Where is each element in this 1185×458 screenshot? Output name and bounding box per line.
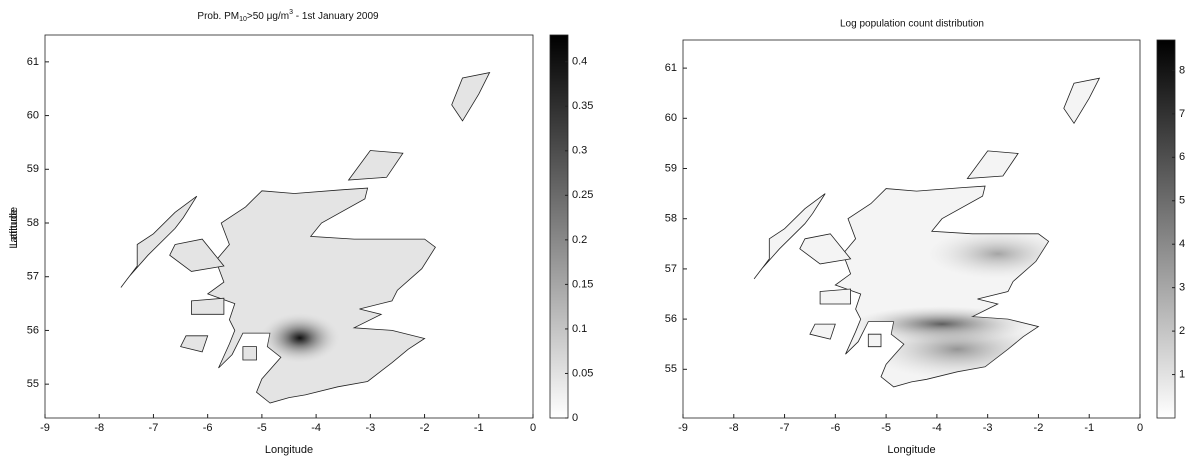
land (347, 150, 404, 181)
x-tick-label: -1 (474, 422, 484, 434)
title-part: Prob. PM (197, 11, 239, 22)
y-tick-label: 58 (665, 213, 677, 225)
colorbar-tick-label: 0.15 (572, 278, 593, 290)
colorbar-tick-label: 3 (1179, 282, 1185, 294)
land (242, 346, 257, 361)
x-tick-label: -9 (678, 422, 688, 434)
x-tick-label: -3 (365, 422, 375, 434)
x-tick-label: -1 (1084, 422, 1094, 434)
colorbar-tick-label: 1 (1179, 368, 1185, 380)
y-tick-label: 57 (27, 271, 39, 283)
y-tick-label: 61 (27, 56, 39, 68)
x-tick-label: -7 (149, 422, 159, 434)
x-tick-label: -6 (203, 422, 213, 434)
y-tick-label: 55 (27, 378, 39, 390)
y-tick-label: 58 (27, 217, 39, 229)
land (1063, 77, 1101, 125)
colorbar-tick-label: 0.25 (572, 189, 593, 201)
colorbar-tick-label: 0.2 (572, 234, 587, 246)
x-tick-label: -2 (1034, 422, 1044, 434)
map-panel: -9 -8 -7 -6 -5 -4 -3 -2 -1 0 55 56 57 58 59 60 61 Longitu… (8, 9, 594, 456)
title-part: >50 μg/m (247, 11, 289, 22)
land (753, 193, 826, 280)
land (206, 187, 436, 404)
colorbar-tick-label: 0.35 (572, 100, 593, 112)
x-tick-label: -4 (932, 422, 942, 434)
x-tick-label: -8 (94, 422, 104, 434)
colorbar-tick-label: 2 (1179, 325, 1185, 337)
y-axis-label: Latitude (8, 207, 20, 246)
land (451, 72, 491, 122)
y-tick-label: 56 (27, 324, 39, 336)
x-tick-label: -9 (40, 422, 50, 434)
chart-title: Prob. PM10>50 μg/m3 - 1st January 2009 (197, 9, 379, 23)
y-tick-label: 61 (665, 62, 677, 74)
title-part: - 1st January 2009 (293, 11, 379, 22)
land (867, 333, 882, 348)
colorbar-tick-label: 0.1 (572, 323, 587, 335)
y-tick-label: 57 (665, 263, 677, 275)
land (180, 335, 209, 353)
colorbar (1156, 39, 1176, 419)
land (819, 288, 851, 305)
land (799, 233, 852, 265)
colorbar-tick-label: 0.4 (572, 56, 587, 68)
colorbar-tick-label: 5 (1179, 195, 1185, 207)
colorbar (549, 34, 569, 419)
colorbar-tick-label: 0.3 (572, 145, 587, 157)
x-tick-label: -7 (780, 422, 790, 434)
land (966, 150, 1019, 179)
land (191, 297, 225, 315)
colorbar-tick-label: 0 (572, 412, 578, 424)
x-tick-label: 0 (530, 422, 536, 434)
y-tick-label: 59 (27, 163, 39, 175)
x-tick-label: -8 (729, 422, 739, 434)
land (169, 238, 225, 272)
y-tick-label: 56 (665, 313, 677, 325)
y-tick-label: 59 (665, 162, 677, 174)
colorbar-tick-label: 4 (1179, 238, 1185, 250)
y-tick-label: 60 (27, 109, 39, 121)
chart-title: Log population count distribution (840, 19, 984, 30)
x-tick-label: -5 (881, 422, 891, 434)
colorbar-tick-label: 8 (1179, 64, 1185, 76)
x-tick-label: -6 (830, 422, 840, 434)
x-tick-label: 0 (1137, 422, 1143, 434)
title-part: 10 (239, 16, 247, 23)
shading (259, 312, 340, 363)
x-tick-label: -5 (257, 422, 267, 434)
hotspot (259, 312, 340, 363)
map-panel: -9 -8 -7 -6 -5 -4 -3 -2 -1 055565758596061Longitu… (8, 19, 1185, 456)
x-axis-label: Longitude (887, 444, 935, 456)
colorbar-tick-label: 7 (1179, 108, 1185, 120)
land (809, 323, 836, 340)
x-tick-label: -2 (420, 422, 430, 434)
colorbar-tick-label: 0.05 (572, 367, 593, 379)
x-tick-label: -3 (983, 422, 993, 434)
land (120, 195, 198, 288)
x-tick-label: -4 (311, 422, 321, 434)
y-tick-label: 55 (665, 363, 677, 375)
y-tick-label: 60 (665, 112, 677, 124)
y-axis-label: Latitude (8, 209, 20, 248)
x-axis-label: Longitude (265, 444, 313, 456)
colorbar-tick-label: 6 (1179, 151, 1185, 163)
title-part: 3 (289, 9, 293, 16)
